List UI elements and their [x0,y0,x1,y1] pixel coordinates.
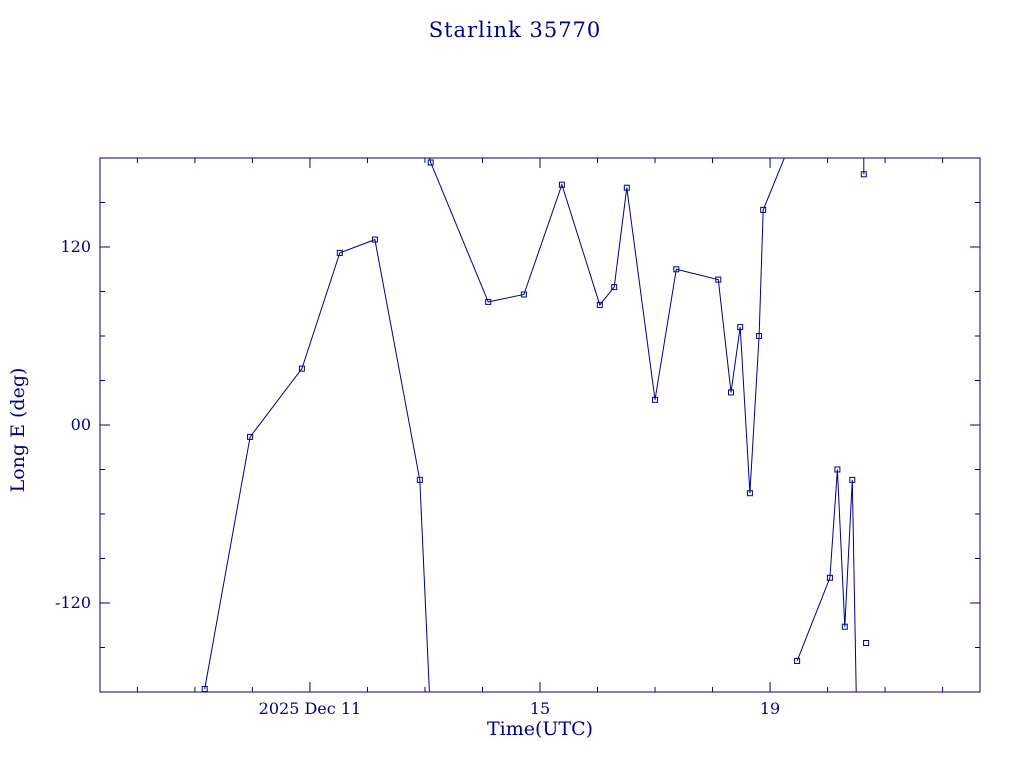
data-point-marker [756,333,763,339]
data-point-marker [623,184,630,191]
data-point-marker [826,574,833,581]
data-point-marker [336,249,343,256]
y-tick-label: 00 [71,415,91,434]
data-point-marker [849,476,856,483]
data-point-marker [558,181,565,188]
x-tick-label: 2025 Dec 11 [259,699,362,718]
data-point-marker [746,490,753,497]
y-tick-label: 120 [60,237,91,256]
data-line-segment [796,469,857,692]
data-point-marker [416,476,423,483]
data-point-marker [728,389,734,396]
data-point-marker [427,159,434,166]
data-point-marker [760,206,767,213]
x-axis-label: Time(UTC) [486,718,594,740]
x-tick-label: 19 [760,699,780,718]
chart-title: Starlink 35770 [428,18,602,42]
data-point-marker [834,466,841,473]
data-point-marker [841,623,848,630]
plot-frame [99,157,981,693]
y-tick-label: -120 [55,593,91,612]
data-line-segment [429,158,785,494]
data-point-marker [863,640,870,646]
data-series [201,158,870,692]
data-point-marker [794,657,801,664]
data-point-marker [201,686,208,692]
data-point-marker [520,291,527,298]
y-axis-label: Long E (deg) [7,367,29,493]
data-point-marker [715,276,722,283]
data-point-marker [298,365,305,372]
data-line-segment [204,238,430,692]
data-point-marker [485,298,492,305]
x-tick-label: 15 [530,699,550,718]
data-point-marker [860,171,867,178]
data-point-marker [247,433,254,440]
data-point-marker [737,324,744,331]
data-point-marker [673,266,680,273]
data-point-marker [371,236,378,243]
data-point-marker [652,396,658,403]
data-point-marker [611,284,618,291]
data-point-marker [596,301,603,308]
